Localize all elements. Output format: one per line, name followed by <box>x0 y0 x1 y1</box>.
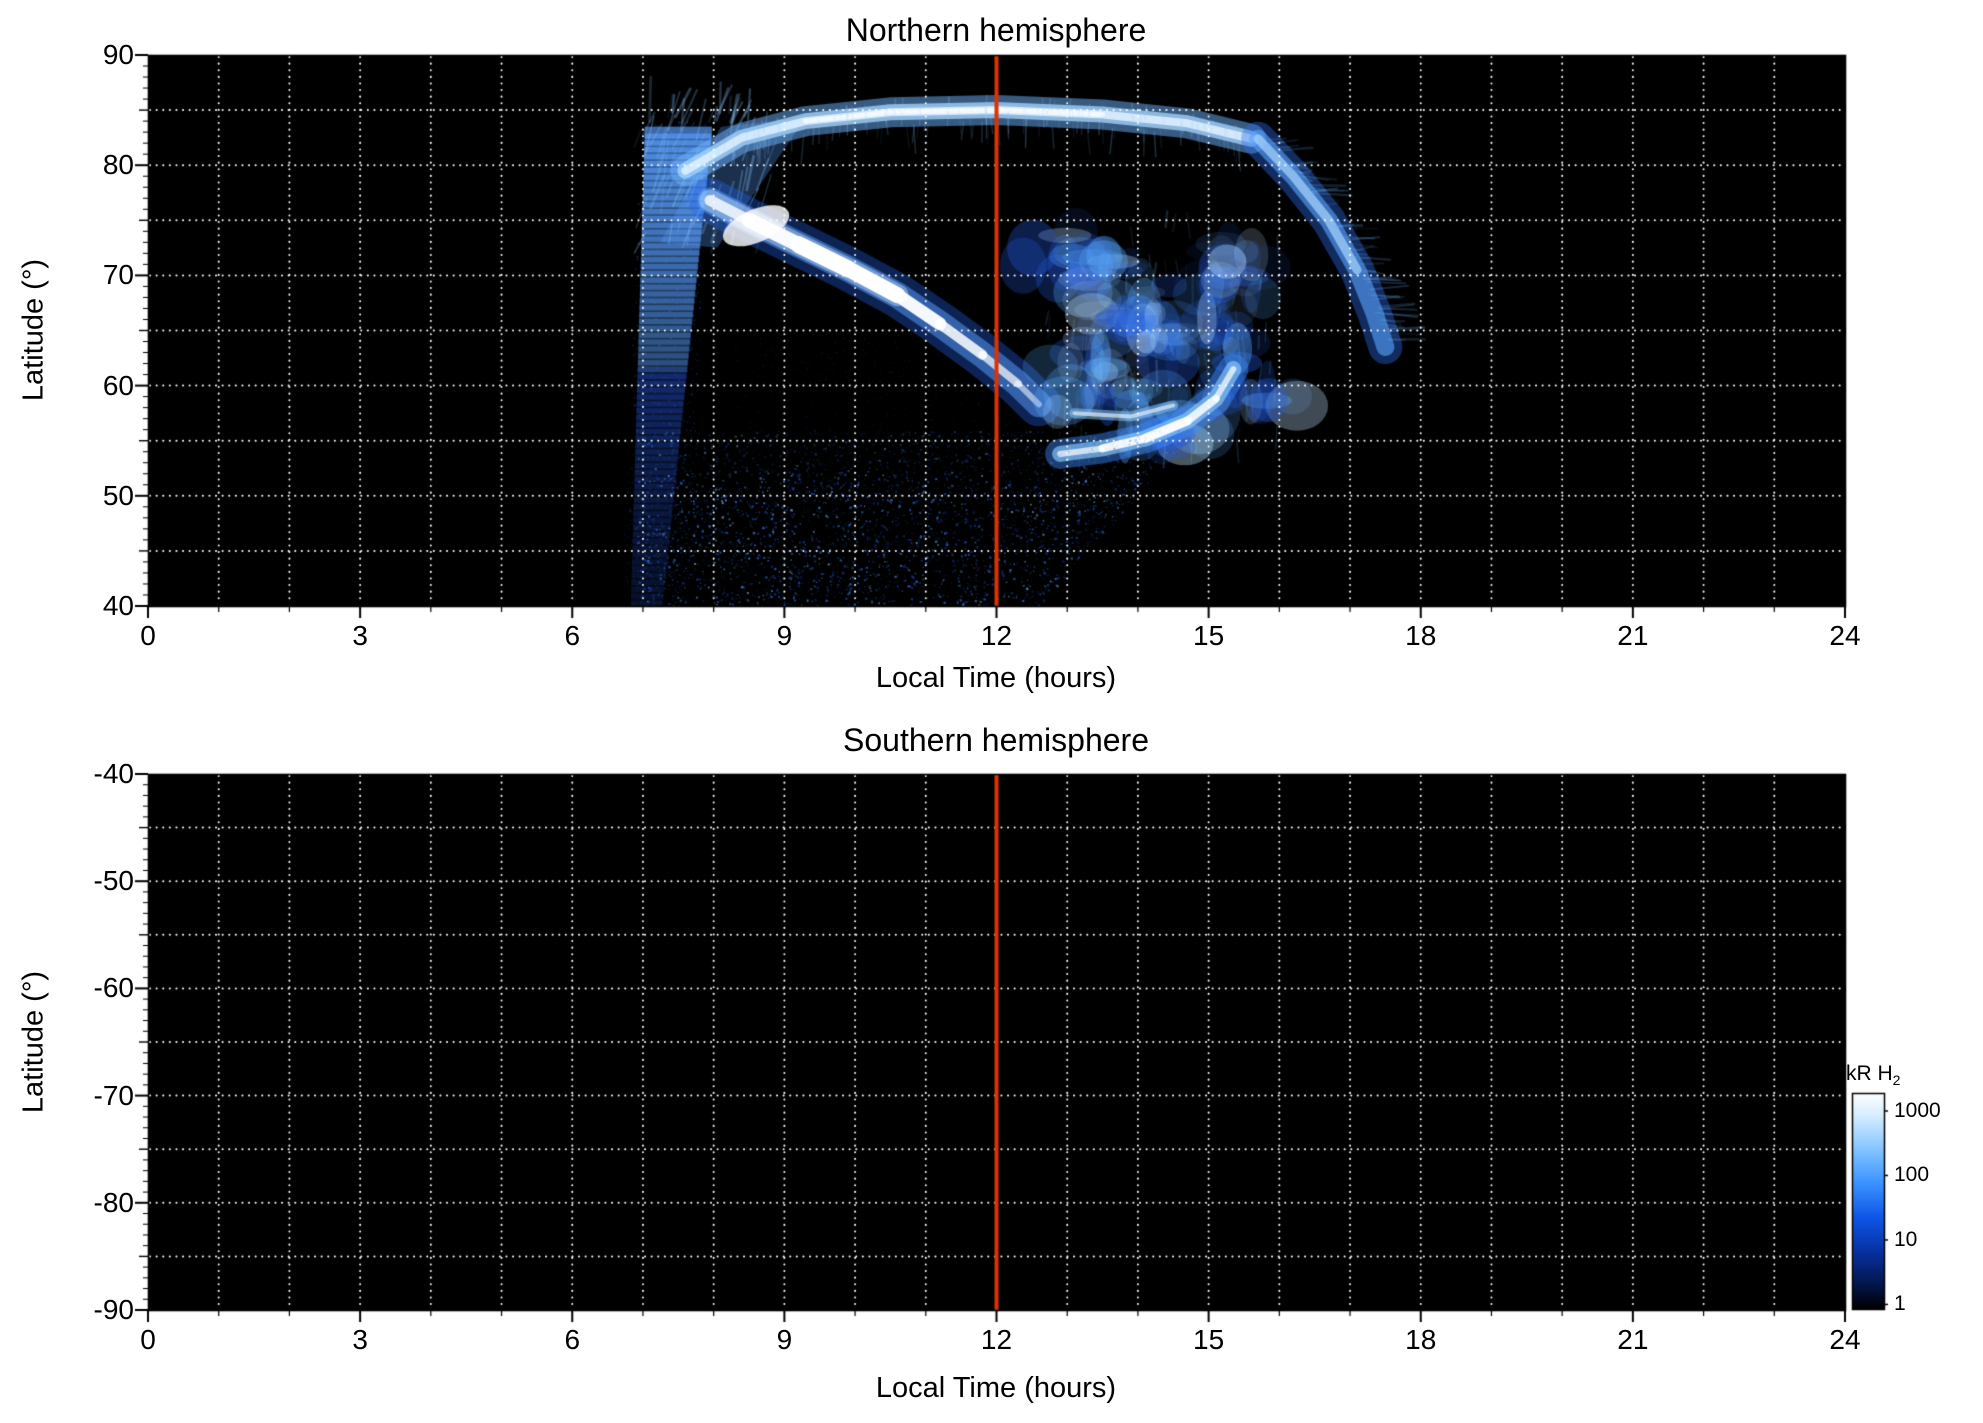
north-y-axis-label: Latitude (°) <box>17 258 50 402</box>
y-tick-label: -70 <box>93 1079 134 1111</box>
colorbar-tick-label: 10 <box>1894 1227 1918 1251</box>
x-tick-label: 3 <box>352 620 368 651</box>
colorbar-tick-label: 1 <box>1894 1292 1906 1316</box>
x-tick-label: 6 <box>564 1324 581 1355</box>
x-tick-label: 18 <box>1405 1324 1437 1355</box>
colorbar-tick-label: 1000 <box>1894 1098 1941 1122</box>
y-tick-label: 70 <box>102 259 134 291</box>
x-tick-label: 24 <box>1829 1324 1861 1355</box>
x-tick-label: 9 <box>776 620 793 651</box>
x-tick-label: 21 <box>1617 1324 1649 1355</box>
x-tick-label: 9 <box>776 1324 793 1355</box>
x-tick-label: 15 <box>1193 1324 1225 1355</box>
y-tick-label: 40 <box>102 590 134 621</box>
colorbar-title-text: kR H <box>1846 1062 1893 1085</box>
north-x-axis-label: Local Time (hours) <box>875 662 1117 694</box>
colorbar-title-subscript: 2 <box>1892 1072 1901 1089</box>
colorbar-tick-label: 100 <box>1894 1163 1930 1187</box>
x-tick-label: 15 <box>1193 620 1225 651</box>
x-tick-label: 0 <box>140 620 156 651</box>
y-tick-label: 80 <box>102 149 134 181</box>
north-panel-title: Northern hemisphere <box>845 12 1147 48</box>
south-panel-title: Southern hemisphere <box>843 722 1149 758</box>
y-tick-label: 90 <box>102 39 134 70</box>
y-tick-label: 60 <box>102 369 134 401</box>
x-tick-label: 12 <box>980 1324 1013 1355</box>
x-tick-label: 0 <box>140 1324 156 1355</box>
y-tick-label: -80 <box>93 1186 134 1218</box>
x-tick-label: 24 <box>1829 620 1861 651</box>
y-tick-label: 50 <box>102 479 134 511</box>
south-y-axis-label: Latitude (°) <box>17 970 50 1114</box>
south-x-axis-label: Local Time (hours) <box>875 1372 1117 1404</box>
x-tick-label: 21 <box>1617 620 1649 651</box>
colorbar-title: kR H2 <box>1846 1062 1900 1088</box>
x-tick-label: 6 <box>564 620 581 651</box>
x-tick-label: 3 <box>352 1324 368 1355</box>
y-tick-label: -60 <box>93 972 134 1004</box>
x-tick-label: 18 <box>1405 620 1437 651</box>
y-tick-label: -50 <box>93 865 134 897</box>
x-tick-label: 12 <box>980 620 1013 651</box>
y-tick-label: -90 <box>93 1294 134 1325</box>
y-tick-label: -40 <box>93 758 134 789</box>
